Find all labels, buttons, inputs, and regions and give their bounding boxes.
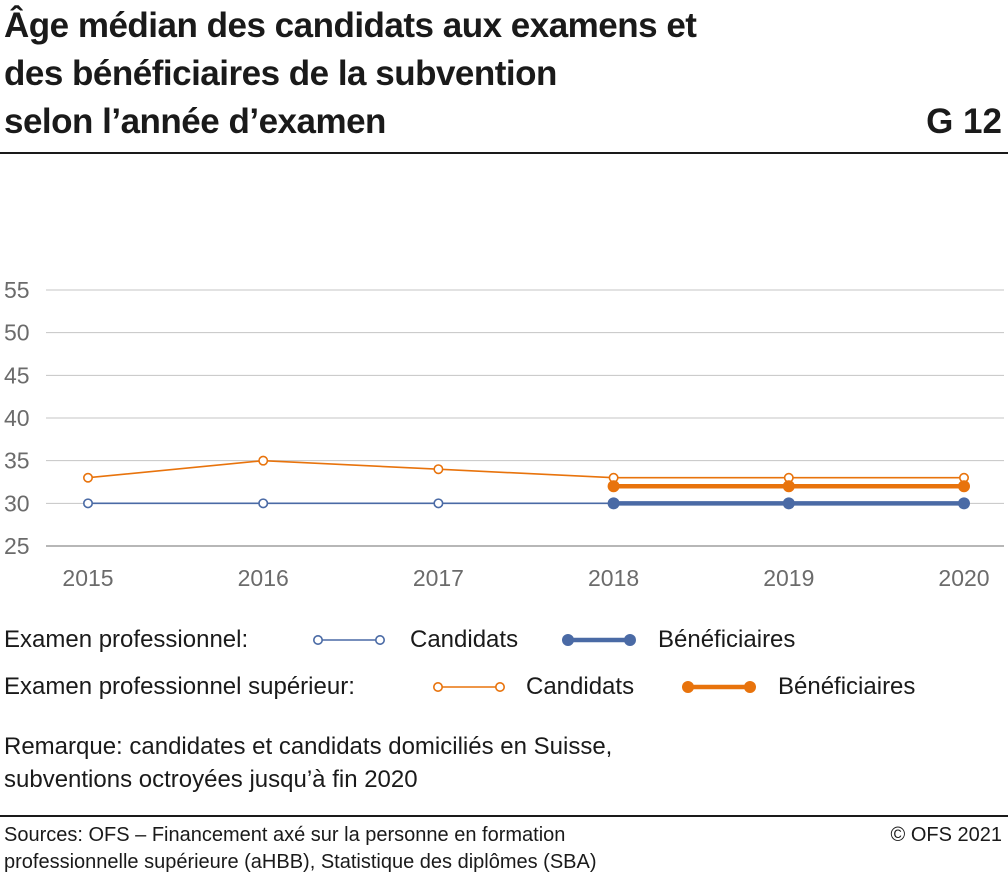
sources-line-1: Sources: OFS – Financement axé sur la pe…: [4, 824, 566, 846]
data-point-ep-beneficiaires-2018: [607, 497, 620, 510]
data-point-ep-beneficiaires-2020: [958, 497, 970, 510]
y-tick-label: 35: [4, 448, 30, 474]
data-point-eps-candidats-2016: [258, 455, 269, 466]
legend-row-examen-professionnel-superieur: Examen professionnel supérieur: Candidat…: [4, 672, 1004, 702]
y-tick-label: 50: [4, 320, 30, 346]
legend-swatch-thin-blue: [313, 635, 386, 645]
footer-divider: [0, 815, 1008, 817]
legend-label-beneficiaires: Bénéficiaires: [778, 673, 916, 700]
legend-swatch-thin-orange: [433, 682, 506, 692]
y-tick-label: 40: [4, 405, 30, 431]
chart-title-line-2: des bénéficiaires de la subvention: [4, 54, 557, 93]
data-point-eps-beneficiaires-2018: [607, 480, 620, 493]
line-chart: 25 30 35 40 45 50 55 2015 2016 2017 2018 2019 2020: [4, 277, 1004, 591]
x-tick-label: 2016: [238, 565, 289, 591]
legend-item-eps-beneficiaires: Bénéficiaires: [680, 672, 970, 702]
legend-swatch-thick-blue: [562, 634, 636, 646]
legend-group-label: Examen professionnel:: [4, 626, 249, 653]
y-tick-label: 30: [4, 490, 30, 516]
legend-row-examen-professionnel: Examen professionnel: Candidats Bénéfici…: [4, 625, 1004, 655]
data-point-eps-candidats-2017: [433, 464, 444, 475]
chart-title-line-1: Âge médian des candidats aux examens et: [4, 6, 697, 45]
x-tick-label: 2018: [588, 565, 639, 591]
legend-label-candidats: Candidats: [410, 626, 519, 653]
sources-line-2: professionnelle supérieure (aHBB), Stati…: [4, 851, 597, 873]
data-point-eps-beneficiaires-2019: [782, 480, 795, 493]
data-point-ep-candidats-2017: [433, 498, 444, 509]
x-tick-label: 2020: [938, 565, 989, 591]
y-tick-label: 55: [4, 277, 30, 303]
y-tick-label: 45: [4, 362, 30, 388]
legend-group-label: Examen professionnel supérieur:: [4, 673, 355, 700]
series-line-eps-candidats: [87, 459, 964, 479]
legend-label-beneficiaires: Bénéficiaires: [658, 626, 796, 653]
figure-id: G 12: [926, 102, 1002, 141]
x-tick-label: 2015: [62, 565, 113, 591]
chart-title: Âge médian des candidats aux examens et …: [4, 2, 844, 146]
data-point-eps-candidats-2015: [83, 472, 94, 483]
data-point-eps-beneficiaires-2020: [958, 480, 970, 493]
chart-title-line-3: selon l’année d’examen: [4, 102, 386, 141]
data-point-ep-candidats-2016: [258, 498, 269, 509]
legend-label-candidats: Candidats: [526, 673, 635, 700]
data-point-ep-beneficiaires-2019: [782, 497, 795, 510]
x-tick-label: 2017: [413, 565, 464, 591]
legend-item-ep-beneficiaires: Bénéficiaires: [560, 625, 840, 655]
legend-item-eps-candidats: Candidats: [430, 672, 670, 702]
note: Remarque: candidates et candidats domici…: [4, 730, 612, 796]
y-tick-label: 25: [4, 533, 30, 559]
sources: Sources: OFS – Financement axé sur la pe…: [4, 822, 597, 876]
note-line-2: subventions octroyées jusqu’à fin 2020: [4, 766, 418, 793]
legend-swatch-thick-orange: [682, 681, 756, 693]
copyright: © OFS 2021: [890, 824, 1002, 846]
note-line-1: Remarque: candidates et candidats domici…: [4, 733, 613, 760]
data-point-ep-candidats-2015: [83, 498, 94, 509]
legend-item-ep-candidats: Candidats: [310, 625, 540, 655]
x-tick-label: 2019: [763, 565, 814, 591]
title-divider: [0, 152, 1008, 154]
